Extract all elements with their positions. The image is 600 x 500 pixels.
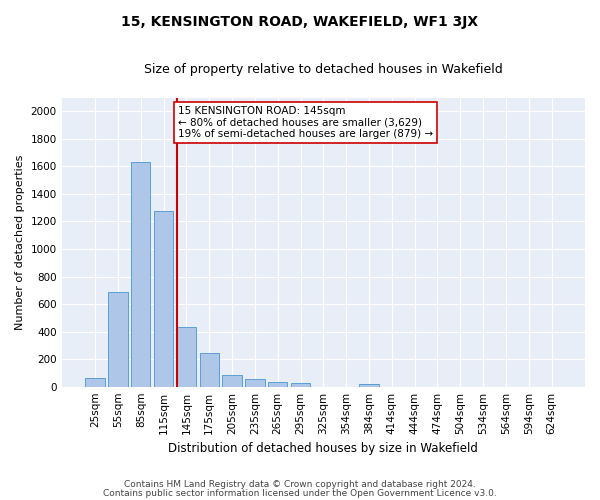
Text: Contains public sector information licensed under the Open Government Licence v3: Contains public sector information licen… bbox=[103, 488, 497, 498]
Bar bbox=[154, 211, 173, 386]
X-axis label: Distribution of detached houses by size in Wakefield: Distribution of detached houses by size … bbox=[169, 442, 478, 455]
Bar bbox=[223, 375, 242, 386]
Y-axis label: Number of detached properties: Number of detached properties bbox=[15, 154, 25, 330]
Bar bbox=[85, 378, 105, 386]
Bar bbox=[359, 384, 379, 386]
Bar bbox=[200, 352, 219, 386]
Text: 15 KENSINGTON ROAD: 145sqm
← 80% of detached houses are smaller (3,629)
19% of s: 15 KENSINGTON ROAD: 145sqm ← 80% of deta… bbox=[178, 106, 433, 139]
Bar bbox=[131, 162, 151, 386]
Bar bbox=[177, 327, 196, 386]
Bar bbox=[268, 382, 287, 386]
Bar bbox=[108, 292, 128, 386]
Title: Size of property relative to detached houses in Wakefield: Size of property relative to detached ho… bbox=[144, 62, 503, 76]
Bar bbox=[245, 379, 265, 386]
Text: Contains HM Land Registry data © Crown copyright and database right 2024.: Contains HM Land Registry data © Crown c… bbox=[124, 480, 476, 489]
Text: 15, KENSINGTON ROAD, WAKEFIELD, WF1 3JX: 15, KENSINGTON ROAD, WAKEFIELD, WF1 3JX bbox=[121, 15, 479, 29]
Bar bbox=[291, 383, 310, 386]
